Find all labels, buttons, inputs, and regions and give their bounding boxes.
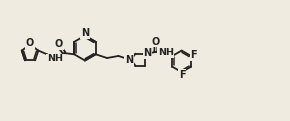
- Text: F: F: [191, 50, 197, 60]
- Text: N: N: [81, 28, 89, 38]
- Text: NH: NH: [158, 48, 174, 57]
- Text: O: O: [26, 38, 34, 48]
- Text: NH: NH: [47, 54, 63, 63]
- Text: O: O: [55, 39, 63, 49]
- Text: F: F: [179, 70, 185, 80]
- Text: N: N: [125, 55, 133, 65]
- Text: N: N: [144, 48, 152, 58]
- Text: O: O: [152, 37, 160, 47]
